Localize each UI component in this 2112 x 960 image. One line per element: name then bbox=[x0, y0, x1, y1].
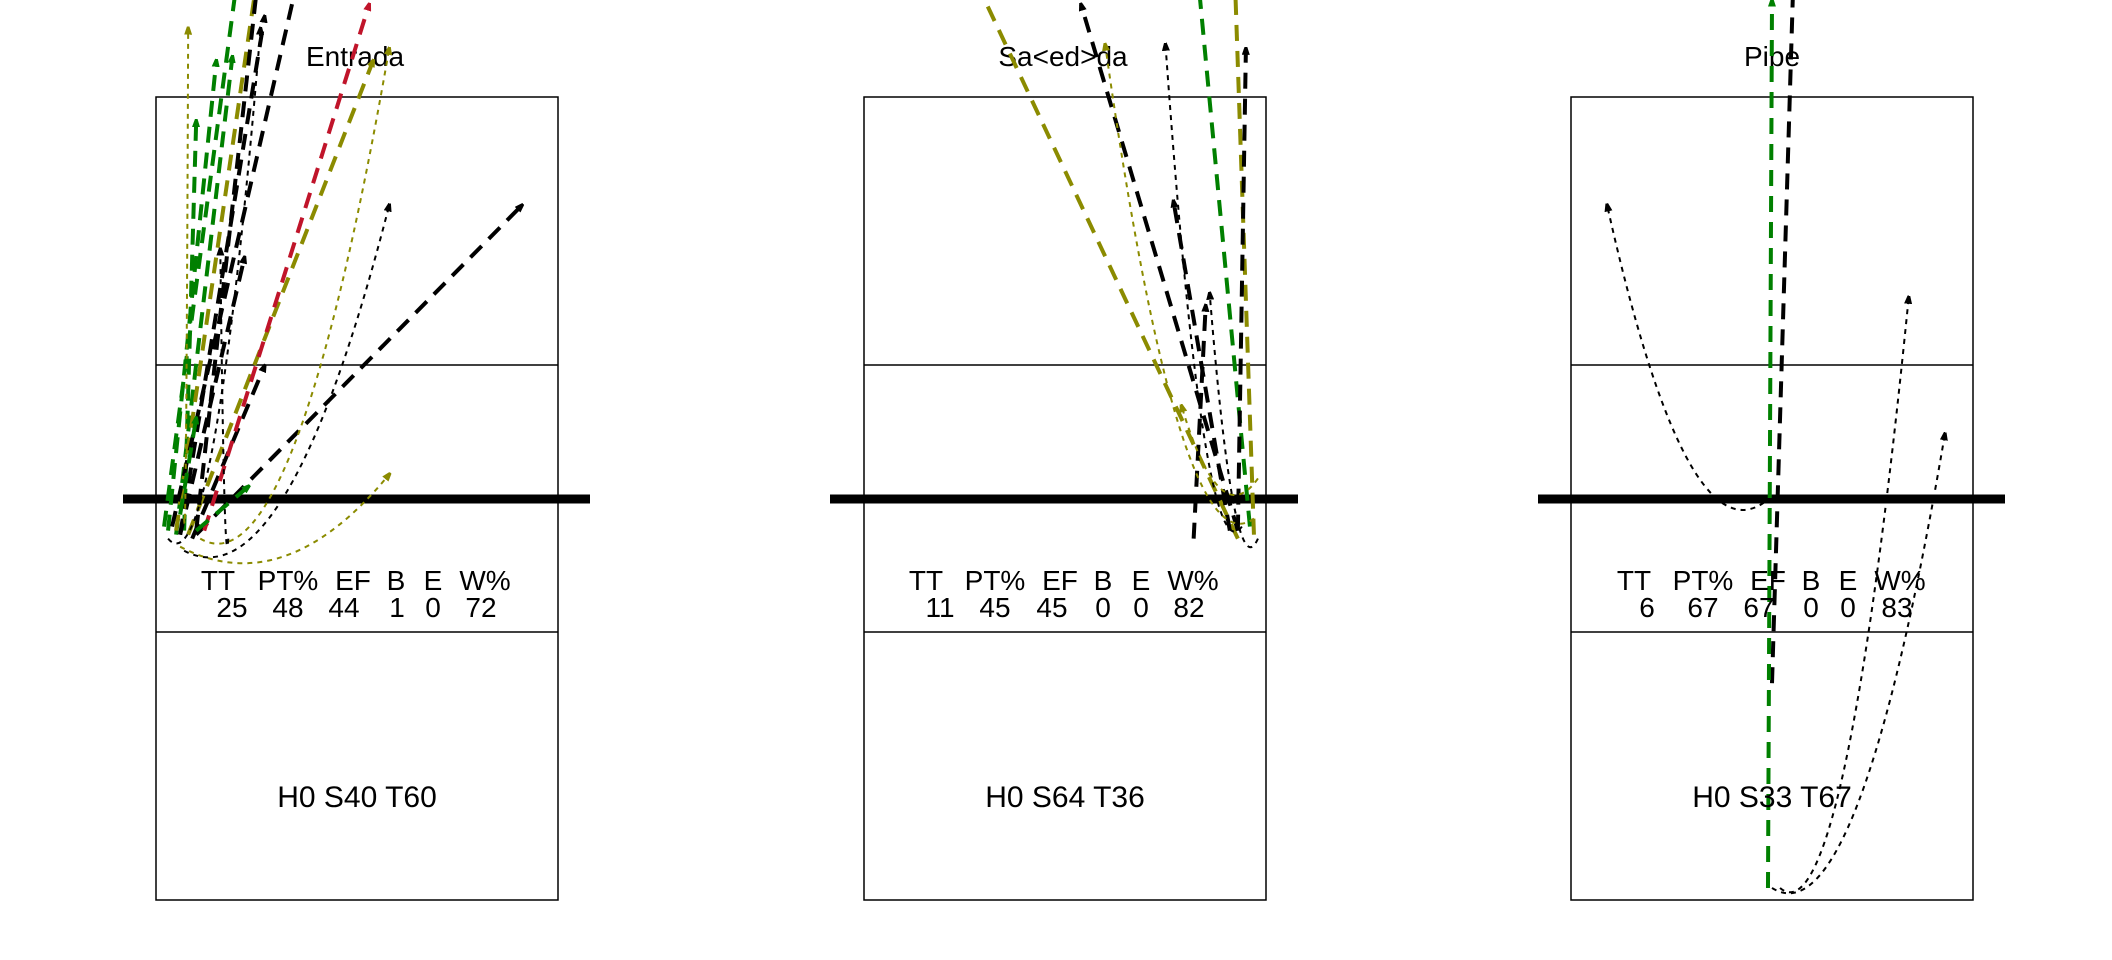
attack-arrow-0 bbox=[982, 0, 1240, 540]
stat-value-tt: 11 bbox=[925, 592, 954, 623]
attack-arrow-4 bbox=[1771, 434, 1945, 895]
stat-value-tt: 25 bbox=[216, 592, 247, 623]
attack-arrow-8 bbox=[1105, 45, 1255, 525]
stats-table: TT PT% EF B E W% 25 48 44 1 0 72 bbox=[201, 565, 511, 623]
attack-arrow-16 bbox=[183, 29, 188, 525]
stat-value-ef: 44 bbox=[328, 592, 359, 623]
zone-summary: H0 S33 T67 bbox=[1692, 781, 1852, 814]
stat-header-e: E bbox=[1839, 565, 1858, 596]
attack-arrow-17 bbox=[179, 474, 389, 565]
attack-arrow-3 bbox=[1779, 298, 1909, 894]
attack-arrow-12 bbox=[202, 5, 369, 532]
stat-header-ef: EF bbox=[1750, 565, 1786, 596]
stat-value-ef: 67 bbox=[1743, 592, 1774, 623]
panel-pipe: Pipe TT PT% EF B E W% 6 67 67 0 0 83 H0 … bbox=[1538, 0, 2005, 901]
stat-value-e: 0 bbox=[1840, 592, 1856, 623]
stat-header-ef: EF bbox=[335, 565, 371, 596]
stat-value-pt: 48 bbox=[272, 592, 303, 623]
zone-summary: H0 S40 T60 bbox=[277, 781, 437, 814]
stat-value-pt: 45 bbox=[979, 592, 1010, 623]
panel-entrada: Entrada TT PT% EF B E W% 25 48 44 1 0 72… bbox=[123, 0, 590, 901]
stat-value-w: 83 bbox=[1881, 592, 1912, 623]
stat-value-b: 0 bbox=[1803, 592, 1819, 623]
attack-arrow-10 bbox=[1210, 294, 1259, 549]
stat-header-pt: PT% bbox=[1673, 565, 1734, 596]
attack-arrow-7 bbox=[178, 17, 264, 535]
zone-summary: H0 S64 T36 bbox=[985, 781, 1145, 814]
stat-header-tt: TT bbox=[201, 565, 235, 596]
stat-header-w: W% bbox=[1874, 565, 1925, 596]
stat-header-tt: TT bbox=[909, 565, 943, 596]
stat-value-b: 1 bbox=[389, 592, 405, 623]
arrow-group bbox=[982, 0, 1259, 549]
attack-arrow-1 bbox=[1765, 1, 1772, 888]
stat-header-pt: PT% bbox=[965, 565, 1026, 596]
stat-header-w: W% bbox=[459, 565, 510, 596]
stat-header-ef: EF bbox=[1042, 565, 1078, 596]
attack-arrow-15 bbox=[167, 29, 260, 545]
stats-table: TT PT% EF B E W% 11 45 45 0 0 82 bbox=[909, 565, 1219, 623]
attack-arrow-8 bbox=[194, 0, 258, 531]
stat-header-b: B bbox=[1094, 565, 1113, 596]
arrow-group bbox=[1607, 0, 1945, 895]
attack-arrow-4 bbox=[1166, 45, 1243, 533]
stat-header-tt: TT bbox=[1617, 565, 1651, 596]
attack-arrow-6 bbox=[1191, 306, 1206, 539]
attack-arrow-0 bbox=[162, 0, 237, 527]
stat-header-e: E bbox=[424, 565, 443, 596]
attack-arrow-3 bbox=[182, 121, 196, 531]
stat-value-w: 72 bbox=[465, 592, 496, 623]
attack-arrow-18 bbox=[199, 49, 389, 545]
stat-value-e: 0 bbox=[425, 592, 441, 623]
stat-value-ef: 45 bbox=[1036, 592, 1067, 623]
panel-saida: Sa<ed>da TT PT% EF B E W% 11 45 45 0 0 8… bbox=[830, 0, 1298, 901]
stat-header-pt: PT% bbox=[258, 565, 319, 596]
arrow-group bbox=[162, 0, 522, 565]
stat-header-b: B bbox=[1802, 565, 1821, 596]
attack-arrow-5 bbox=[186, 61, 373, 536]
stat-value-tt: 6 bbox=[1639, 592, 1655, 623]
attack-arrow-9 bbox=[1182, 406, 1259, 497]
attack-arrow-2 bbox=[1607, 205, 1765, 511]
stat-header-e: E bbox=[1132, 565, 1151, 596]
attack-arrow-13 bbox=[194, 486, 248, 533]
stats-table: TT PT% EF B E W% 6 67 67 0 0 83 bbox=[1617, 565, 1926, 623]
stat-header-b: B bbox=[387, 565, 406, 596]
attack-arrow-14 bbox=[220, 250, 230, 548]
attack-arrow-11 bbox=[194, 205, 522, 537]
attack-arrow-20 bbox=[178, 418, 196, 515]
stat-value-b: 0 bbox=[1095, 592, 1111, 623]
stat-value-e: 0 bbox=[1133, 592, 1149, 623]
attack-arrow-19 bbox=[183, 205, 389, 559]
attack-arrow-7 bbox=[1174, 201, 1232, 531]
stat-value-w: 82 bbox=[1173, 592, 1204, 623]
stat-header-w: W% bbox=[1167, 565, 1218, 596]
attack-arrow-5 bbox=[1235, 49, 1246, 531]
stat-value-pt: 67 bbox=[1687, 592, 1718, 623]
attack-arrow-3 bbox=[1081, 5, 1240, 532]
